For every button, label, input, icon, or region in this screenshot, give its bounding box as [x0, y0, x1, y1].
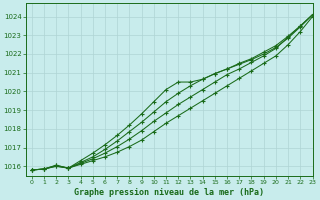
X-axis label: Graphe pression niveau de la mer (hPa): Graphe pression niveau de la mer (hPa) [74, 188, 264, 197]
